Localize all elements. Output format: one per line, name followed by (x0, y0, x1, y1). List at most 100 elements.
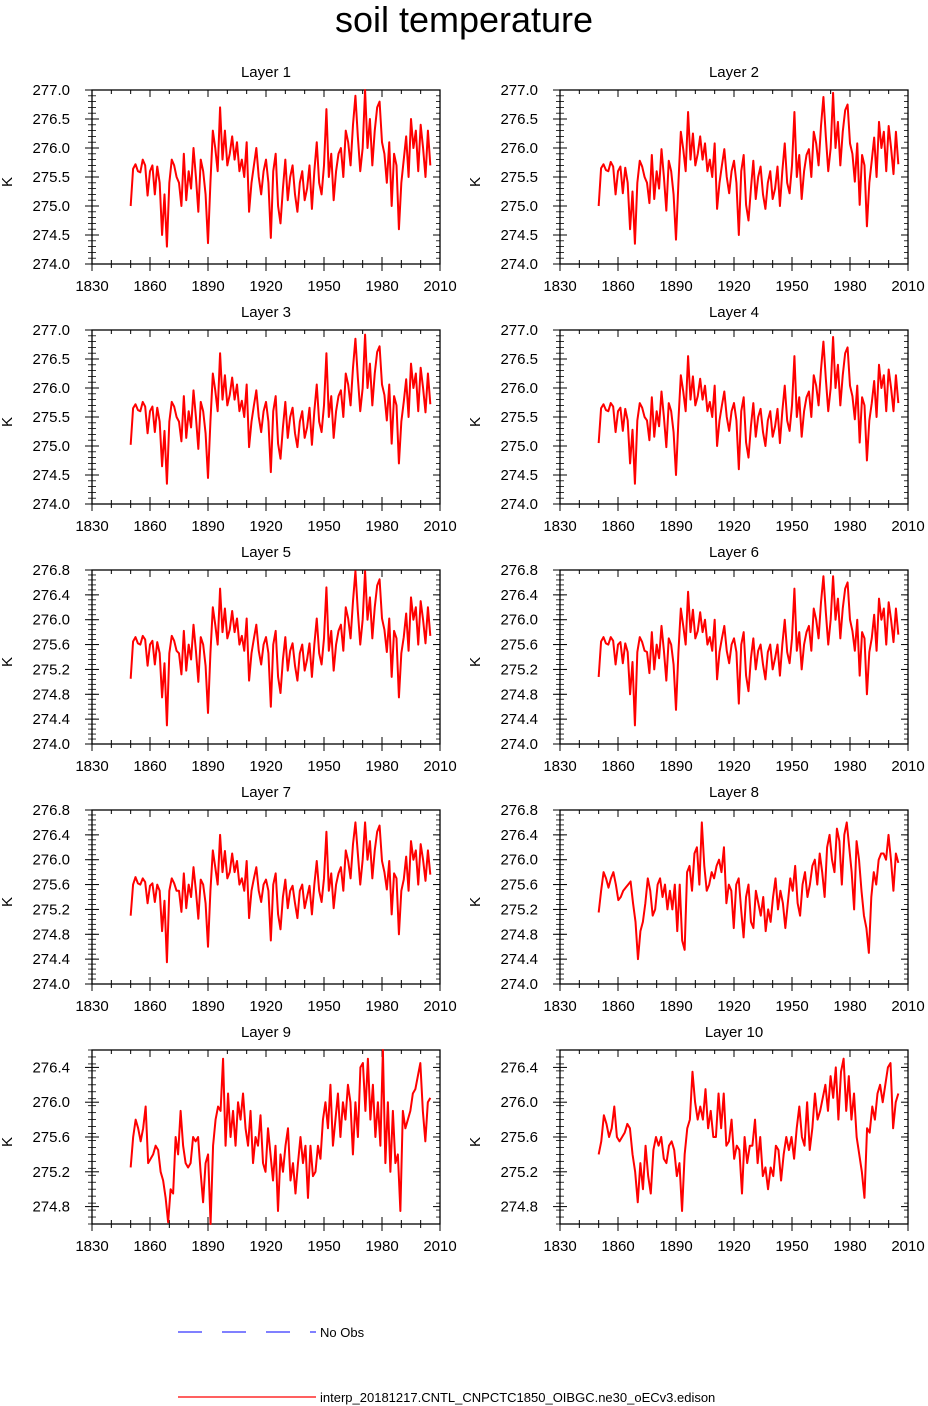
y-tick-label: 274.0 (32, 256, 70, 273)
y-tick-label: 276.8 (32, 562, 70, 579)
y-tick-label: 276.5 (500, 111, 538, 128)
x-tick-label: 1950 (775, 758, 808, 775)
x-tick-label: 1920 (717, 278, 750, 295)
x-tick-label: 2010 (423, 998, 456, 1015)
x-tick-label: 1920 (717, 518, 750, 535)
y-tick-label: 274.8 (32, 686, 70, 703)
x-tick-label: 1890 (659, 1238, 692, 1255)
panels-container: Layer 1 K 1830 1860 1890 1920 1950 1980 2010 274.… (0, 64, 925, 1255)
x-tick-label: 2010 (891, 1238, 924, 1255)
x-tick-label: 1830 (543, 998, 576, 1015)
x-tick-label: 2010 (891, 998, 924, 1015)
y-tick-label: 277.0 (500, 322, 538, 339)
x-tick-label: 1920 (249, 518, 282, 535)
panel-layer-8: Layer 8 K 1830 1860 1890 1920 1950 1980 2010 274.… (467, 784, 925, 1015)
y-axis-label: K (467, 417, 484, 427)
x-tick-label: 1890 (659, 518, 692, 535)
x-tick-label: 1860 (133, 1238, 166, 1255)
x-tick-label: 1950 (307, 758, 340, 775)
panel-layer-3: Layer 3 K 1830 1860 1890 1920 1950 1980 2010 274.… (0, 304, 457, 535)
x-tick-label: 1950 (307, 1238, 340, 1255)
y-tick-label: 276.0 (32, 380, 70, 397)
x-tick-label: 1860 (601, 1238, 634, 1255)
x-tick-label: 1980 (833, 518, 866, 535)
panel-title: Layer 1 (241, 64, 291, 81)
series-line (597, 91, 900, 245)
panel-title: Layer 5 (241, 544, 291, 561)
panel-layer-10: Layer 10 K 1830 1860 1890 1920 1950 1980 2010 274… (467, 1024, 925, 1255)
y-tick-label: 275.2 (500, 661, 538, 678)
panel-layer-9: Layer 9 K 1830 1860 1890 1920 1950 1980 2010 274.… (0, 1024, 457, 1255)
series-line (129, 1049, 432, 1225)
x-tick-label: 1830 (543, 278, 576, 295)
y-tick-label: 275.5 (500, 409, 538, 426)
series-line (129, 89, 432, 248)
series-line (597, 575, 900, 727)
panel-layer-1: Layer 1 K 1830 1860 1890 1920 1950 1980 2010 274.… (0, 64, 457, 295)
x-tick-label: 1860 (133, 518, 166, 535)
x-tick-label: 1980 (833, 278, 866, 295)
y-tick-label: 274.5 (32, 227, 70, 244)
plot-frame (91, 569, 441, 745)
x-tick-label: 1860 (601, 758, 634, 775)
y-tick-label: 274.8 (500, 686, 538, 703)
panel-title: Layer 3 (241, 304, 291, 321)
x-tick-label: 1980 (365, 518, 398, 535)
y-tick-label: 275.6 (32, 877, 70, 894)
panel-title: Layer 6 (709, 544, 759, 561)
x-tick-label: 1920 (249, 998, 282, 1015)
x-tick-label: 1890 (659, 758, 692, 775)
y-tick-label: 275.2 (500, 901, 538, 918)
x-tick-label: 1890 (659, 278, 692, 295)
y-axis-label: K (467, 177, 484, 187)
x-tick-label: 1890 (191, 278, 224, 295)
x-tick-label: 1920 (717, 998, 750, 1015)
x-tick-label: 1950 (307, 518, 340, 535)
y-tick-label: 275.6 (32, 1129, 70, 1146)
y-tick-label: 276.0 (32, 140, 70, 157)
series-line (129, 333, 432, 485)
y-tick-label: 275.5 (500, 169, 538, 186)
y-axis-label: K (0, 1137, 16, 1147)
x-tick-label: 1980 (365, 1238, 398, 1255)
y-tick-label: 276.8 (500, 802, 538, 819)
y-tick-label: 275.6 (500, 1129, 538, 1146)
y-tick-label: 277.0 (32, 322, 70, 339)
panel-layer-6: Layer 6 K 1830 1860 1890 1920 1950 1980 2010 274.… (467, 544, 925, 775)
x-tick-label: 1950 (307, 998, 340, 1015)
x-tick-label: 1920 (717, 1238, 750, 1255)
x-tick-label: 1860 (601, 998, 634, 1015)
legend-model-label: interp_20181217.CNTL_CNPCTC1850_OIBGC.ne… (320, 1390, 716, 1405)
y-tick-label: 274.5 (500, 467, 538, 484)
y-tick-label: 277.0 (500, 82, 538, 99)
x-tick-label: 1980 (365, 998, 398, 1015)
y-tick-label: 274.4 (500, 951, 538, 968)
x-tick-label: 1980 (833, 998, 866, 1015)
y-tick-label: 276.4 (500, 1059, 538, 1076)
x-tick-label: 2010 (423, 758, 456, 775)
y-tick-label: 276.4 (32, 587, 70, 604)
y-tick-label: 274.4 (32, 951, 70, 968)
plot-frame (559, 569, 909, 745)
y-tick-label: 274.0 (500, 496, 538, 513)
y-axis-label: K (0, 657, 16, 667)
panel-title: Layer 10 (705, 1024, 763, 1041)
y-axis-label: K (467, 1137, 484, 1147)
x-tick-label: 1950 (775, 278, 808, 295)
y-axis-label: K (0, 177, 16, 187)
x-tick-label: 1980 (365, 758, 398, 775)
x-tick-label: 1830 (75, 758, 108, 775)
y-tick-label: 276.0 (500, 852, 538, 869)
x-tick-label: 1830 (543, 758, 576, 775)
series-line (129, 570, 432, 727)
y-tick-label: 276.8 (32, 802, 70, 819)
x-tick-label: 1920 (249, 758, 282, 775)
x-tick-label: 1920 (249, 1238, 282, 1255)
y-tick-label: 275.5 (32, 169, 70, 186)
x-tick-label: 1830 (75, 518, 108, 535)
y-tick-label: 274.5 (32, 467, 70, 484)
x-tick-label: 1830 (75, 1238, 108, 1255)
y-tick-label: 275.2 (32, 661, 70, 678)
y-tick-label: 276.0 (32, 852, 70, 869)
x-tick-label: 1890 (191, 1238, 224, 1255)
